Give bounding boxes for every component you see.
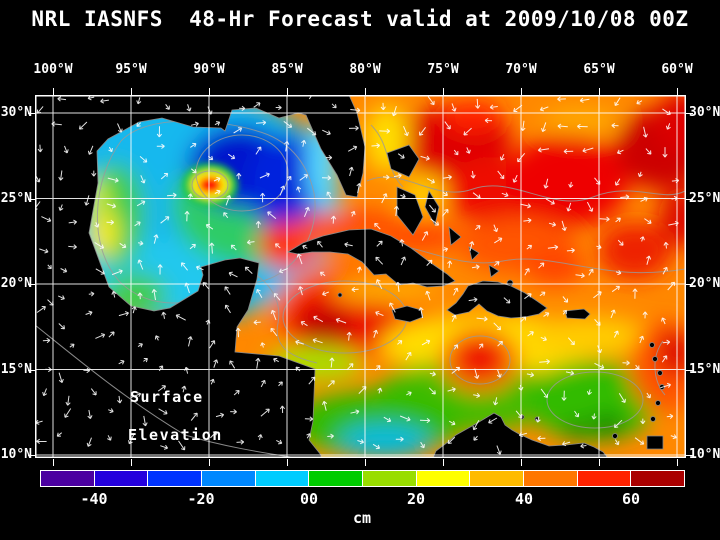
axis-tick: [287, 459, 288, 466]
axis-tick: [131, 88, 132, 95]
axis-tick: [28, 113, 35, 114]
lon-tick-label: 95°W: [115, 62, 147, 77]
axis-tick: [28, 370, 35, 371]
colorbar-segment: [523, 471, 577, 486]
axis-tick: [209, 459, 210, 466]
colorbar-tick-label: 00: [299, 490, 319, 508]
colorbar-tick-label: -40: [80, 490, 108, 508]
colorbar-segment: [630, 471, 685, 486]
axis-tick: [686, 199, 693, 200]
lat-tick-label: 30°N: [0, 105, 32, 120]
axis-tick: [677, 459, 678, 466]
axis-tick: [686, 370, 693, 371]
lat-tick-label: 25°N: [689, 191, 720, 206]
axis-tick: [686, 455, 693, 456]
colorbar-units: cm: [352, 509, 372, 527]
axis-tick: [209, 88, 210, 95]
axis-tick: [686, 284, 693, 285]
axis-tick: [686, 113, 693, 114]
graticule-gridlines: [35, 95, 686, 458]
axis-tick: [677, 88, 678, 95]
colorbar-tick-label: -20: [187, 490, 215, 508]
colorbar-tick-label: 60: [621, 490, 641, 508]
lon-tick-label: 75°W: [427, 62, 459, 77]
lon-tick-label: 85°W: [271, 62, 303, 77]
axis-tick: [53, 88, 54, 95]
lat-tick-label: 15°N: [0, 362, 32, 377]
lat-tick-label: 20°N: [0, 276, 32, 291]
axis-tick: [28, 199, 35, 200]
surface-label: Surface: [130, 388, 204, 406]
lon-tick-label: 80°W: [349, 62, 381, 77]
colorbar-tick-label: 20: [406, 490, 426, 508]
colorbar: [40, 470, 685, 487]
axis-tick: [131, 459, 132, 466]
lat-tick-label: 25°N: [0, 191, 32, 206]
elevation-label: Elevation: [128, 426, 223, 444]
colorbar-segment: [254, 471, 309, 486]
colorbar-segment: [41, 471, 94, 486]
colorbar-segment: [362, 471, 416, 486]
axis-tick: [28, 455, 35, 456]
axis-tick: [521, 88, 522, 95]
pacific-coastline: [35, 324, 298, 458]
lon-tick-label: 100°W: [33, 62, 73, 77]
axis-tick: [599, 459, 600, 466]
map-canvas: Surface Elevation: [35, 95, 686, 458]
axis-tick: [599, 88, 600, 95]
page-title: NRL IASNFS 48-Hr Forecast valid at 2009/…: [31, 7, 689, 31]
lat-tick-label: 10°N: [0, 447, 32, 462]
map-border: [35, 95, 686, 458]
colorbar-segment: [308, 471, 363, 486]
lat-tick-label: 10°N: [689, 447, 720, 462]
lat-tick-label: 15°N: [689, 362, 720, 377]
colorbar-segment: [469, 471, 524, 486]
axis-tick: [365, 88, 366, 95]
lon-tick-label: 65°W: [583, 62, 615, 77]
axis-tick: [53, 459, 54, 466]
lon-tick-label: 90°W: [193, 62, 225, 77]
axis-tick: [28, 284, 35, 285]
axis-tick: [443, 459, 444, 466]
axis-tick: [287, 88, 288, 95]
axis-tick: [521, 459, 522, 466]
lon-tick-label: 60°W: [661, 62, 693, 77]
axis-tick: [365, 459, 366, 466]
colorbar-tick-label: 40: [514, 490, 534, 508]
colorbar-segment: [147, 471, 202, 486]
colorbar-segment: [201, 471, 255, 486]
colorbar-segment: [93, 471, 148, 486]
axis-tick: [443, 88, 444, 95]
colorbar-segment: [576, 471, 631, 486]
colorbar-segment: [415, 471, 470, 486]
lat-tick-label: 30°N: [689, 105, 720, 120]
lat-tick-label: 20°N: [689, 276, 720, 291]
lon-tick-label: 70°W: [505, 62, 537, 77]
